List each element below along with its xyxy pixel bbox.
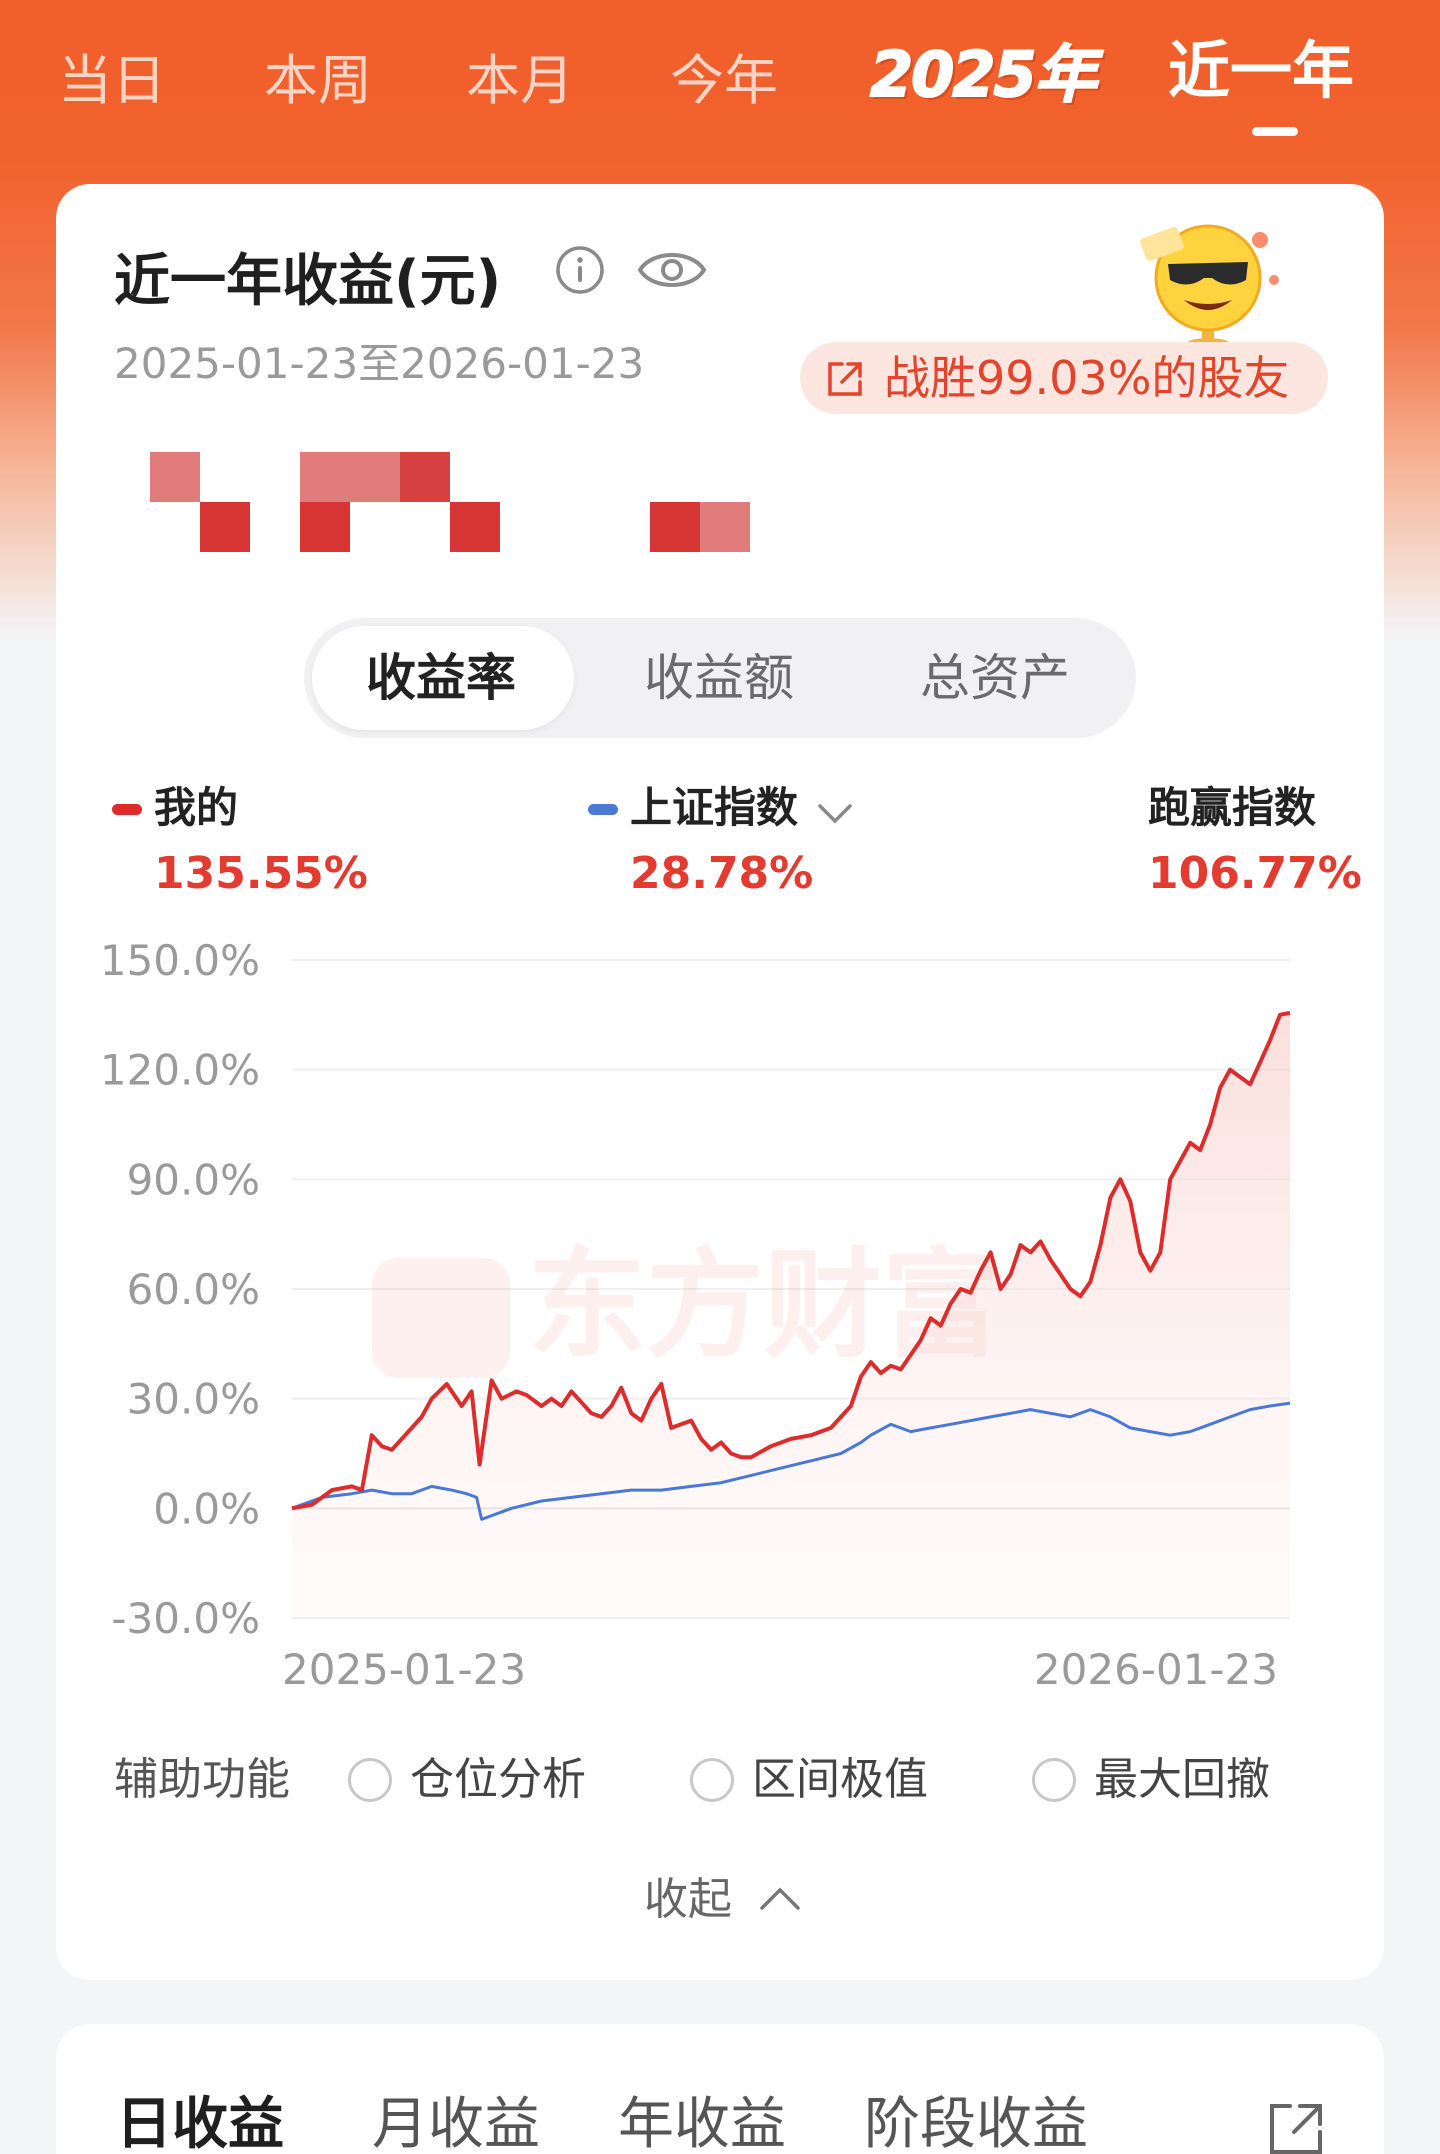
info-icon[interactable] [554, 244, 606, 296]
mine-legend-label: 我的 [154, 783, 239, 832]
tab-daily-profit[interactable]: 日收益 [116, 2092, 284, 2154]
tab-month[interactable]: 本月 [466, 49, 574, 112]
range-extremes-label[interactable]: 区间极值 [752, 1754, 928, 1805]
beat-index-label: 跑赢指数 [1148, 783, 1317, 832]
segment-total-assets[interactable]: 总资产 [920, 649, 1070, 707]
tab-week[interactable]: 本周 [264, 49, 372, 112]
masked-amount [148, 452, 868, 556]
tab-last-year[interactable]: 近一年 [1168, 34, 1355, 107]
tab-today[interactable]: 当日 [58, 49, 166, 112]
tab-yearly-profit[interactable]: 年收益 [618, 2092, 786, 2154]
segment-return-amount[interactable]: 收益额 [644, 649, 794, 707]
chevron-up-icon[interactable] [758, 1884, 802, 1914]
card-title: 近一年收益(元) [114, 249, 502, 314]
tab-period-profit[interactable]: 阶段收益 [864, 2092, 1088, 2154]
beat-friends-badge[interactable] [800, 342, 1328, 414]
index-legend-swatch [588, 804, 618, 815]
profit-detail-card [56, 2024, 1384, 2154]
active-tab-indicator [1252, 127, 1298, 136]
mine-legend-swatch [112, 804, 142, 815]
emoji-mascot-icon [1140, 224, 1279, 350]
beat-friends-text: 战胜99.03%的股友 [884, 351, 1290, 405]
beat-index-value: 106.77% [1148, 848, 1362, 899]
radio-max-drawdown[interactable] [1032, 1758, 1076, 1802]
chevron-down-icon[interactable] [816, 798, 854, 828]
export-icon[interactable] [1262, 2098, 1326, 2154]
index-legend-value: 28.78% [630, 848, 814, 899]
period-tabs: 当日 本周 本月 今年 2025年 近一年 [0, 0, 1440, 180]
date-range: 2025-01-23至2026-01-23 [114, 339, 645, 388]
aux-function-label: 辅助功能 [114, 1754, 290, 1805]
max-drawdown-label[interactable]: 最大回撤 [1094, 1754, 1270, 1805]
eye-icon[interactable] [636, 242, 708, 298]
collapse-button[interactable]: 收起 [644, 1874, 732, 1925]
mine-legend-value: 135.55% [154, 848, 368, 899]
radio-position-analysis[interactable] [348, 1758, 392, 1802]
tab-2025[interactable]: 2025年 [869, 38, 1098, 111]
segment-return-rate[interactable]: 收益率 [366, 649, 516, 707]
tab-this-year[interactable]: 今年 [670, 49, 778, 112]
index-legend-label[interactable]: 上证指数 [630, 783, 799, 832]
share-icon [828, 362, 862, 396]
radio-range-extremes[interactable] [690, 1758, 734, 1802]
position-analysis-label[interactable]: 仓位分析 [410, 1754, 586, 1805]
segment-active-highlight [312, 626, 574, 730]
tab-monthly-profit[interactable]: 月收益 [372, 2092, 540, 2154]
